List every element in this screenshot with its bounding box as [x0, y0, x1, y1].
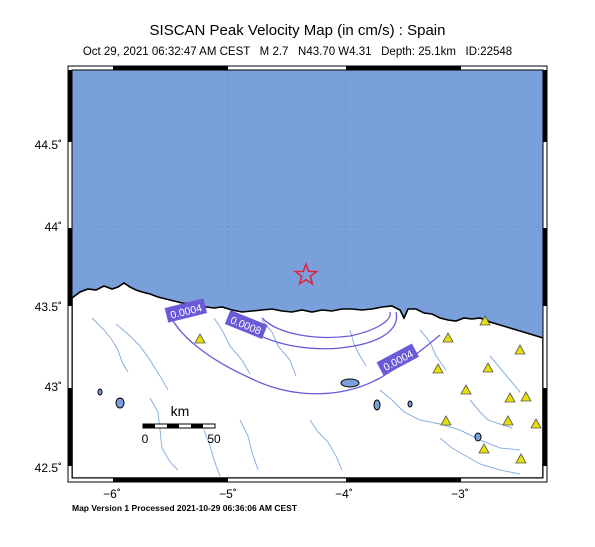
scale-start: 0 — [142, 432, 149, 446]
triangle-icon — [514, 344, 526, 355]
map-version-footer: Map Version 1 Processed 2021-10-29 06:36… — [72, 503, 298, 513]
triangle-icon — [504, 392, 516, 403]
event-info: Oct 29, 2021 06:32:47 AM CEST M 2.7 N43.… — [82, 46, 513, 58]
lat-label: 43.5˚ — [35, 300, 62, 314]
triangle-icon — [530, 418, 542, 429]
triangle-icon — [442, 332, 454, 343]
stations — [194, 315, 542, 464]
latitude-labels: 44.5˚ 44˚ 43.5˚ 43˚ 42.5˚ — [35, 138, 62, 475]
land-area — [72, 282, 543, 478]
lon-label: −3˚ — [451, 487, 469, 501]
scale-unit: km — [171, 403, 190, 419]
lat-label: 42.5˚ — [35, 461, 62, 475]
longitude-labels: −6˚ −5˚ −4˚ −3˚ — [103, 487, 469, 501]
triangle-icon — [515, 453, 527, 464]
map-frame — [67, 65, 548, 483]
triangle-icon — [194, 333, 206, 344]
rivers — [91, 317, 521, 477]
triangle-icon — [502, 415, 514, 426]
triangle-icon — [479, 315, 491, 326]
lon-label: −5˚ — [219, 487, 237, 501]
graticule — [72, 70, 543, 290]
star-icon — [293, 261, 319, 286]
triangle-icon — [432, 363, 444, 374]
scale-end: 50 — [207, 432, 221, 446]
lat-label: 44.5˚ — [35, 138, 62, 152]
triangle-icon — [440, 415, 452, 426]
lon-label: −4˚ — [335, 487, 353, 501]
triangle-icon — [482, 362, 494, 373]
contour-inner-2 — [261, 311, 391, 339]
lon-label: −6˚ — [103, 487, 121, 501]
triangle-icon — [478, 443, 490, 454]
scale-bar: km 0 50 — [142, 403, 221, 446]
triangle-icon — [520, 391, 532, 402]
lat-label: 43˚ — [45, 380, 62, 394]
triangle-icon — [460, 384, 472, 395]
map-title: SISCAN Peak Velocity Map (in cm/s) : Spa… — [149, 22, 446, 39]
lat-label: 44˚ — [45, 220, 62, 234]
lakes — [97, 378, 482, 442]
